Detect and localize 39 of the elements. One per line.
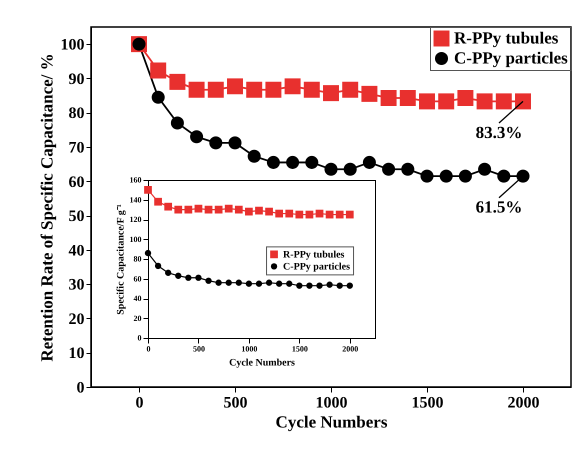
y-tick-label: 10 [68,345,84,362]
y-tick-label: 160 [130,176,142,184]
x-tick-label: 1000 [316,394,348,412]
y-tick-label: 80 [134,254,142,264]
y-tick-label: 100 [60,36,84,54]
y-axis-title: Specific Capacitance/F g⁻¹ [116,204,126,315]
y-tick-label: 50 [68,208,84,226]
y-tick-label: 60 [68,174,84,191]
x-axis-title: Cycle Numbers [276,412,388,432]
x-tick-label: 2000 [342,344,358,354]
y-tick-label: 70 [68,140,84,156]
y-tick-label: 80 [68,105,84,122]
y-tick-label: 40 [68,242,84,260]
annotation: 83.3% [476,123,522,142]
y-tick-label: 140 [130,195,142,204]
y-axis-title: Retention Rate of Specific Capacitance/ % [38,53,56,362]
x-tick-label: 500 [192,344,205,354]
x-tick-label: 2000 [508,394,540,412]
legend-label: R-PPy tubules [283,249,345,260]
x-tick-label: 0 [146,344,150,354]
y-tick-label: 120 [130,215,142,224]
x-tick-label: 1500 [292,344,308,354]
y-tick-label: 60 [134,274,142,284]
y-tick-label: 0 [76,380,84,396]
y-tick-label: 20 [134,314,142,323]
y-tick-label: 40 [134,294,142,303]
annotation: 61.5% [476,198,522,217]
legend-label: R-PPy tubules [454,28,559,48]
x-axis-title: Cycle Numbers [229,358,296,368]
y-tick-label: 100 [130,234,142,244]
y-tick-label: 90 [68,70,84,88]
x-tick-label: 1500 [412,394,444,412]
y-tick-label: 30 [68,276,84,294]
x-tick-label: 500 [224,394,248,412]
y-tick-label: 20 [68,310,84,328]
legend-label: C-PPy particles [283,261,350,272]
x-tick-label: 1000 [241,344,258,354]
legend-label: C-PPy particles [454,48,568,68]
y-tick-label: 0 [138,334,142,342]
